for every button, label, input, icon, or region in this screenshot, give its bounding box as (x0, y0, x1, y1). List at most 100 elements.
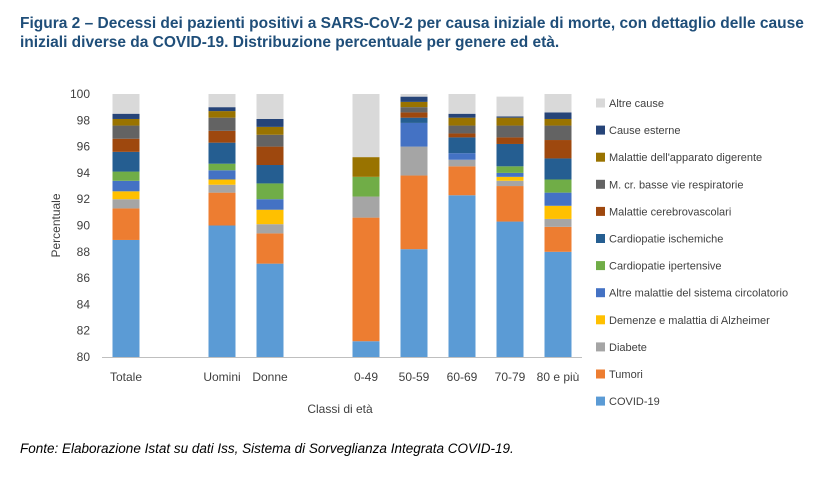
bar-segment (256, 94, 284, 119)
x-tick-label: 50-59 (399, 370, 430, 384)
bar-segment (496, 96, 524, 117)
legend-entry: M. cr. basse vie respiratorie (609, 179, 744, 191)
bar-segment (544, 179, 572, 193)
bar-segment (256, 233, 284, 264)
bar-segment (112, 125, 140, 139)
bar-segment (400, 96, 428, 102)
bar-segment (496, 172, 524, 177)
legend-entry: Cause esterne (609, 125, 681, 137)
bar-segment (544, 112, 572, 119)
bar-segment (448, 195, 476, 357)
x-tick-label: 70-79 (495, 370, 526, 384)
x-tick-label: 80 e più (537, 370, 580, 384)
bar-segment (112, 191, 140, 200)
bar-segment (112, 208, 140, 240)
bar-segment (208, 163, 236, 171)
bar-segment (256, 126, 284, 135)
bar-segment (256, 224, 284, 234)
bar-segment (544, 205, 572, 219)
bar-segment (256, 209, 284, 225)
bar-segment (400, 249, 428, 357)
bar-segment (544, 226, 572, 252)
bar-segment (256, 165, 284, 184)
bar-segment (544, 94, 572, 113)
legend-entry: Cardiopatie ischemiche (609, 234, 723, 246)
legend-swatch (596, 342, 605, 352)
bar-segment (544, 118, 572, 126)
y-tick-label: 80 (77, 350, 91, 364)
bar-segment (400, 112, 428, 118)
bar-segment (208, 184, 236, 193)
bar-segment (112, 113, 140, 119)
legend-swatch (596, 315, 605, 325)
bar-segment (448, 113, 476, 118)
bar-segment (496, 117, 524, 126)
legend-swatch (596, 125, 605, 135)
legend-swatch (596, 234, 605, 243)
bar-segment (352, 176, 380, 197)
bar-segment (208, 225, 236, 357)
bar-segment (400, 94, 428, 97)
bar-segment (448, 94, 476, 114)
bar-segment (256, 118, 284, 127)
bar-segment (400, 101, 428, 108)
legend-swatch (596, 396, 605, 406)
y-tick-label: 82 (77, 324, 91, 338)
x-tick-label: Uomini (203, 370, 240, 384)
legend-entry: Malattie cerebrovascolari (609, 206, 731, 218)
legend-entry: Malattie dell'apparato digerente (609, 152, 762, 164)
bar-segment (112, 180, 140, 192)
bar-segment (112, 138, 140, 152)
y-tick-label: 94 (77, 166, 91, 180)
y-tick-label: 100 (70, 87, 90, 101)
bar-segment (448, 166, 476, 196)
y-tick-label: 98 (77, 113, 91, 127)
legend-entry: COVID-19 (609, 396, 660, 408)
legend-entry: Altre malattie del sistema circolatorio (609, 288, 788, 300)
bar-segment (352, 157, 380, 177)
bar-segment (448, 125, 476, 134)
bar-segment (448, 117, 476, 126)
bar-segment (112, 199, 140, 209)
legend: Altre cause Cause esterne Malattie dell'ap… (596, 98, 788, 408)
bar-segment (256, 146, 284, 166)
bar-segment (352, 94, 380, 158)
bar-segment (544, 158, 572, 180)
bar-segment (544, 218, 572, 227)
bar-segment (496, 186, 524, 222)
bar-segment (208, 117, 236, 131)
x-axis-label: Classi di età (307, 402, 373, 416)
bar-segment (208, 192, 236, 226)
bar-segment (256, 134, 284, 147)
bar-segment (208, 170, 236, 180)
legend-entry: Cardiopatie ipertensive (609, 261, 722, 273)
bar-segment (496, 137, 524, 144)
bar-segment (208, 111, 236, 118)
x-axis-ticks: Totale Uomini Donne 0-49 50-59 60-69 70-79 80 e… (110, 370, 579, 384)
bar-segment (400, 175, 428, 250)
bar-segment (496, 221, 524, 357)
legend-swatch (596, 179, 605, 189)
bar-segment (256, 199, 284, 210)
bar-segment (208, 142, 236, 164)
y-tick-label: 90 (77, 219, 91, 233)
legend-entry: Tumori (609, 369, 643, 381)
bar-segment (400, 122, 428, 147)
x-tick-label: Totale (110, 370, 142, 384)
y-axis-label: Percentuale (49, 193, 63, 257)
bar-segment (352, 217, 380, 342)
legend-swatch (596, 288, 605, 298)
x-tick-label: 0-49 (354, 370, 378, 384)
bar-segment (448, 133, 476, 138)
legend-swatch (596, 261, 605, 271)
bar-segment (112, 239, 140, 357)
bar-segment (496, 180, 524, 187)
bar-segment (112, 171, 140, 181)
bar-segment (256, 263, 284, 357)
bar-segment (496, 125, 524, 138)
bar-segment (448, 137, 476, 154)
y-tick-label: 88 (77, 245, 91, 259)
bar-segment (448, 159, 476, 167)
bar-segment (496, 143, 524, 167)
bar-segment (208, 179, 236, 185)
